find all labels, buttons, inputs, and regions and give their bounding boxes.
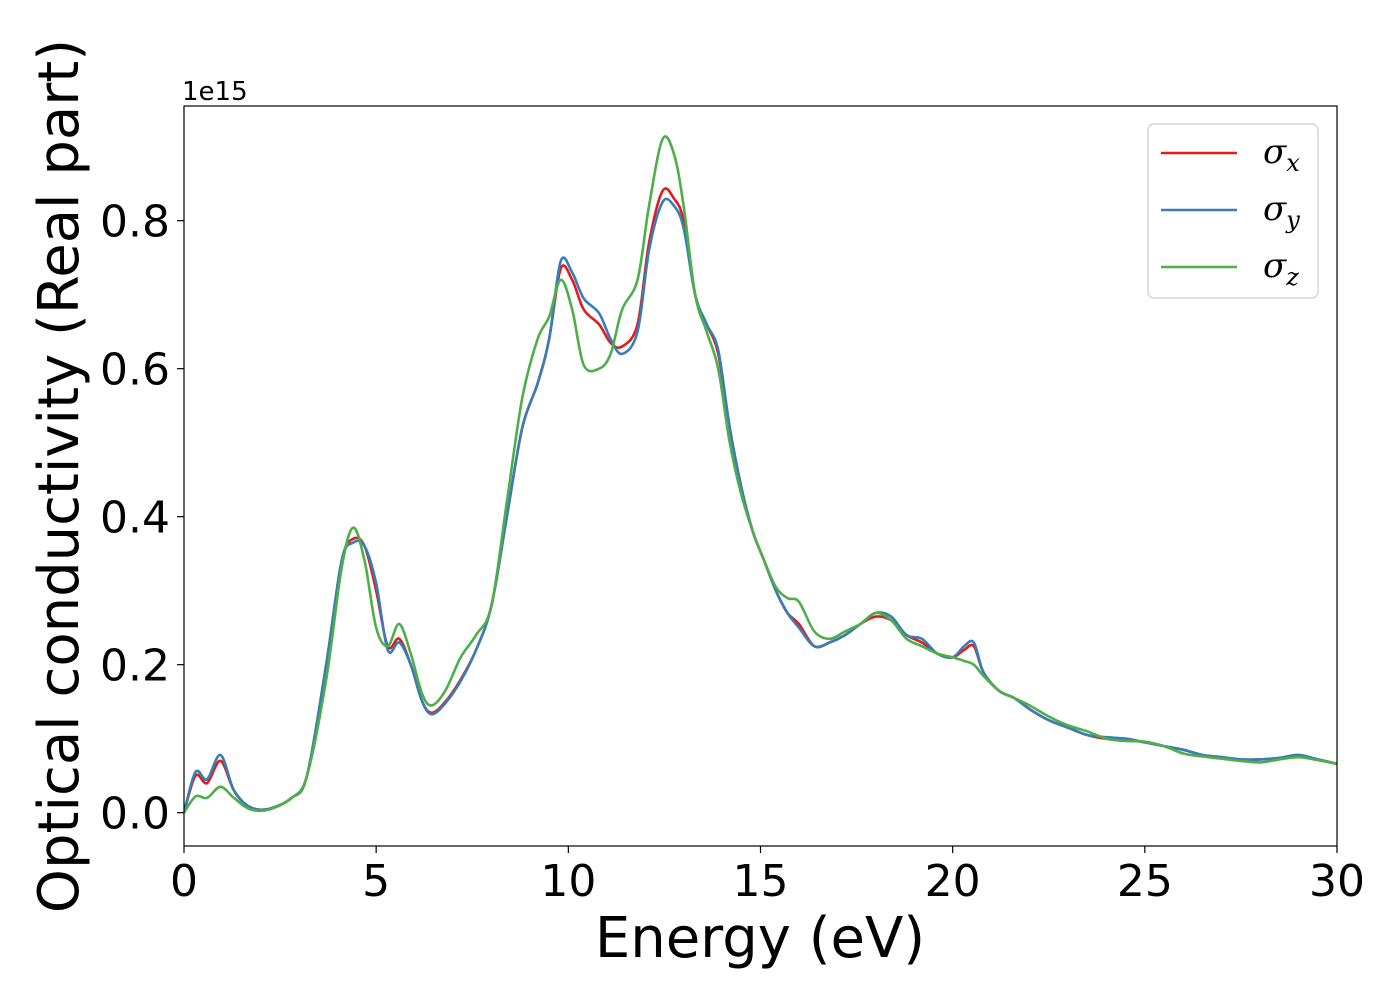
legend-label-x: σx [1263, 132, 1300, 177]
x-tick-label: 30 [1309, 856, 1365, 907]
legend-label-y: σy [1263, 189, 1300, 234]
x-tick-label: 20 [925, 856, 981, 907]
y-tick-label: 0.8 [100, 197, 170, 248]
y-axis-ticks: 0.0 0.2 0.4 0.6 0.8 [100, 197, 184, 840]
x-axis-label: Energy (eV) [595, 906, 925, 971]
x-tick-label: 10 [540, 856, 596, 907]
legend-label-z: σz [1263, 246, 1299, 291]
y-tick-label: 0.0 [100, 789, 170, 840]
x-tick-label: 5 [362, 856, 390, 907]
legend: σx σy σz [1147, 123, 1319, 299]
x-tick-label: 0 [170, 856, 198, 907]
series-layer [184, 135, 1337, 814]
y-tick-label: 0.4 [100, 493, 170, 544]
y-tick-label: 0.2 [100, 641, 170, 692]
x-axis-ticks: 0 5 10 15 20 25 30 [170, 846, 1365, 907]
y-tick-label: 0.6 [100, 345, 170, 396]
x-tick-label: 25 [1117, 856, 1173, 907]
x-tick-label: 15 [733, 856, 789, 907]
series-line-z [184, 135, 1337, 814]
y-axis-label: Optical conductivity (Real part) [27, 39, 92, 913]
y-axis-offset-label: 1e15 [182, 77, 248, 107]
series-line-y [184, 197, 1337, 814]
